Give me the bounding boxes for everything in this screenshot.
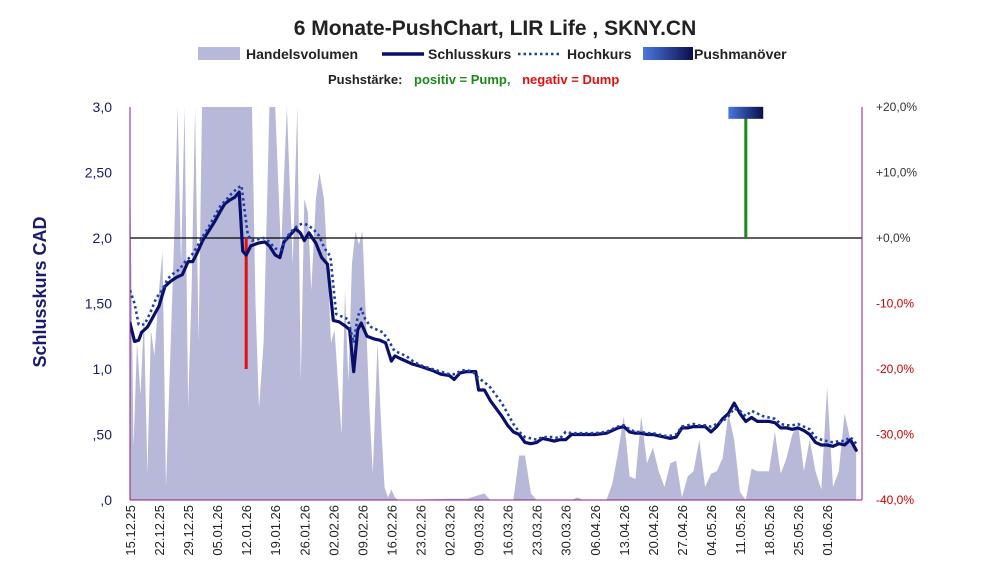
push-bar-dump [244,238,248,369]
x-tick-label: 15.12.25 [123,505,138,556]
push-marker [728,106,764,119]
x-tick-label: 13.04.26 [617,505,632,556]
legend-push-swatch [643,47,693,60]
y-tick-label: 1,50 [85,296,112,312]
close-price-line [130,190,858,452]
x-tick-label: 29.12.25 [181,505,196,556]
y-tick-label: 2,0 [93,230,113,246]
y2-tick-label: +20,0% [876,100,917,114]
push-strength-dump: negativ = Dump [522,72,619,87]
push-layer [244,106,764,369]
legend-push-label: Pushmanöver [694,46,787,62]
x-tick-label: 25.05.26 [791,505,806,556]
y2-axis-ticks: +20,0% +10,0% +0,0% -10,0% -20,0% -30,0% -40,0… [876,100,917,507]
y2-tick-label: -30,0% [876,428,914,442]
x-tick-label: 22.12.25 [152,505,167,556]
plot-area [129,106,863,501]
y-axis-title: Schlusskurs CAD [30,216,50,367]
x-tick-label: 27.04.26 [675,505,690,556]
x-tick-label: 23.03.26 [530,505,545,556]
legend-volume-swatch [198,47,240,60]
push-bar-pump [744,116,748,238]
legend: Handelsvolumen Schlusskurs Hochkurs Push… [198,46,787,62]
legend-volume-label: Handelsvolumen [246,46,358,62]
legend-close-label: Schlusskurs [428,46,511,62]
x-tick-label: 20.04.26 [646,505,661,556]
x-tick-label: 09.02.26 [355,505,370,556]
x-tick-label: 16.02.26 [384,505,399,556]
y-tick-label: 3,0 [93,99,113,115]
line-layer [130,184,858,452]
x-tick-label: 01.06.26 [820,505,835,556]
chart-title: 6 Monate-PushChart, LIR Life , SKNY.CN [294,17,697,40]
y2-tick-label: -40,0% [876,493,914,507]
x-tick-label: 26.01.26 [297,505,312,556]
y2-tick-label: +10,0% [876,166,917,180]
push-strength-legend: Pushstärke: positiv = Pump, negativ = Du… [328,72,619,87]
x-tick-label: 05.01.26 [210,505,225,556]
x-tick-label: 30.03.26 [559,505,574,556]
volume-area [130,107,857,500]
x-tick-label: 02.02.26 [326,505,341,556]
x-tick-label: 16.03.26 [501,505,516,556]
y2-tick-label: -20,0% [876,362,914,376]
y-axis-ticks: ,0 ,50 1,0 1,50 2,0 2,50 3,0 [85,99,112,508]
high-price-line [130,184,858,445]
x-tick-label: 23.02.26 [413,505,428,556]
x-tick-label: 12.01.26 [239,505,254,556]
x-tick-label: 09.03.26 [472,505,487,556]
volume-layer [130,107,857,500]
x-axis-ticks: 15.12.25 22.12.25 29.12.25 05.01.26 12.01.26… [123,505,835,556]
y2-tick-label: +0,0% [876,231,911,245]
x-tick-label: 04.05.26 [704,505,719,556]
y-tick-label: 2,50 [85,165,112,181]
y-tick-label: 1,0 [93,361,113,377]
x-tick-label: 02.03.26 [443,505,458,556]
x-tick-label: 06.04.26 [588,505,603,556]
x-tick-label: 18.05.26 [762,505,777,556]
push-strength-pump: positiv = Pump, [414,72,510,87]
y-tick-label: ,0 [100,492,112,508]
x-tick-label: 11.05.26 [733,505,748,555]
push-strength-label: Pushstärke: [328,72,402,87]
x-tick-label: 19.01.26 [268,505,283,556]
y2-tick-label: -10,0% [876,297,914,311]
legend-high-label: Hochkurs [567,46,632,62]
y-tick-label: ,50 [93,427,113,443]
axis-layer [129,107,863,501]
